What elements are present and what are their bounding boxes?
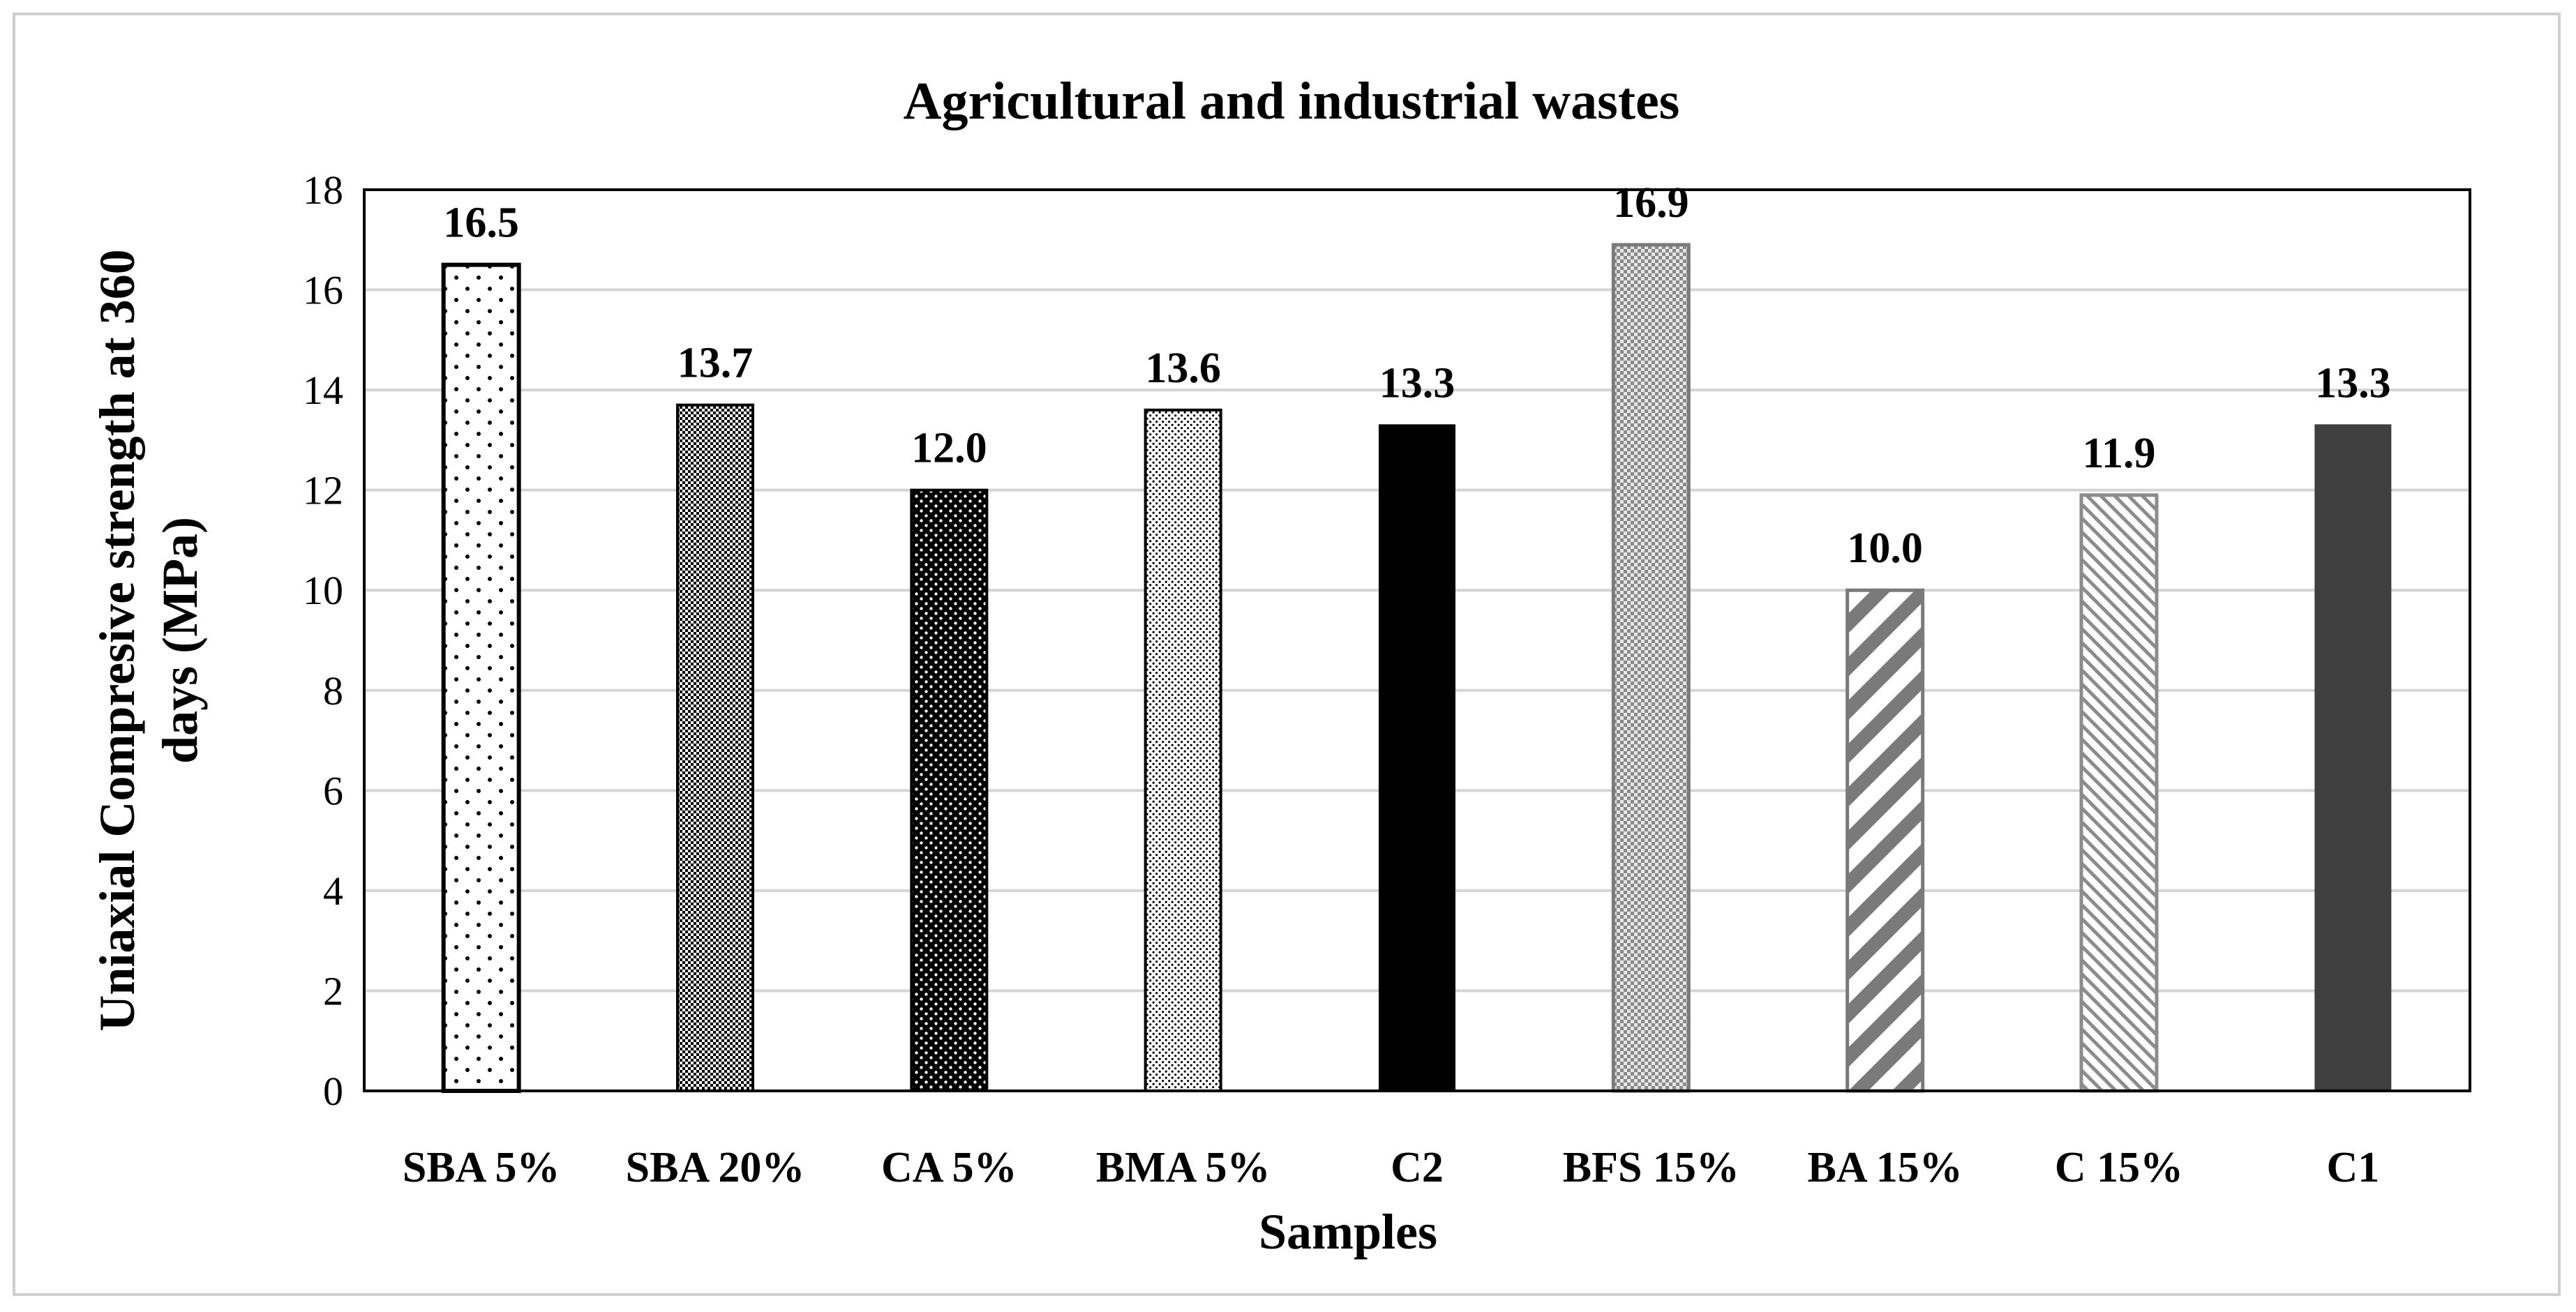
bar-value-label: 12.0 [911, 425, 987, 472]
bar-chart: Agricultural and industrial wastes 0 2 4 6 8… [89, 72, 2471, 1260]
bar-ca-5- [910, 488, 989, 1092]
y-axis-title: Uniaxial Compresive strength at 360 days… [89, 249, 208, 1031]
data-labels: 16.5 13.7 12.0 13.6 13.3 16.9 10.0 11.9 13.3 [443, 179, 2390, 572]
x-axis-categories: SBA 5% SBA 20% CA 5% BMA 5% C2 BFS 15% BA 15% C… [403, 1144, 2379, 1191]
chart-frame: Agricultural and industrial wastes 0 2 4 6 8… [13, 13, 2561, 1296]
bar-value-label: 16.5 [443, 199, 519, 247]
bar-c2 [1379, 424, 1455, 1092]
x-category-label: SBA 5% [403, 1144, 560, 1191]
y-tick-label: 4 [323, 868, 343, 914]
bar-ba-15- [1845, 588, 1925, 1093]
y-tick-label: 0 [323, 1069, 343, 1114]
y-axis-ticks: 0 2 4 6 8 10 12 14 16 18 [303, 167, 343, 1114]
x-category-label: C 15% [2055, 1144, 2183, 1191]
bar-c-15- [2079, 493, 2159, 1093]
bar-bfs-15- [1611, 243, 1691, 1093]
bar-value-label: 13.3 [1379, 359, 1455, 407]
bar-sba-20- [676, 403, 754, 1092]
y-tick-label: 12 [303, 468, 343, 513]
x-category-label: BA 15% [1808, 1144, 1963, 1191]
bar-value-label: 11.9 [2082, 430, 2155, 477]
y-tick-label: 10 [303, 568, 343, 613]
bars [441, 243, 2392, 1094]
x-category-label: SBA 20% [626, 1144, 805, 1191]
x-category-label: BFS 15% [1563, 1144, 1739, 1191]
x-category-label: C1 [2326, 1144, 2379, 1191]
bar-value-label: 10.0 [1847, 525, 1923, 572]
y-tick-label: 8 [323, 668, 343, 714]
x-category-label: C2 [1391, 1144, 1444, 1191]
x-axis-title: Samples [1259, 1204, 1437, 1260]
bar-value-label: 13.7 [677, 340, 754, 387]
bar-value-label: 13.3 [2315, 359, 2391, 407]
y-tick-label: 2 [323, 968, 343, 1013]
y-tick-label: 14 [303, 368, 343, 413]
bar-bma-5- [1144, 408, 1222, 1092]
bar-value-label: 16.9 [1613, 179, 1689, 227]
x-category-label: CA 5% [881, 1144, 1017, 1191]
y-tick-label: 18 [303, 167, 343, 213]
y-tick-label: 6 [323, 768, 343, 813]
bar-sba-5- [441, 262, 521, 1094]
x-category-label: BMA 5% [1096, 1144, 1271, 1191]
bar-value-label: 13.6 [1145, 345, 1221, 392]
chart-title: Agricultural and industrial wastes [904, 72, 1680, 130]
y-tick-label: 16 [303, 268, 343, 313]
y-axis-title-line-1: Uniaxial Compresive strength at 360 [89, 249, 145, 1031]
bar-c1 [2314, 424, 2392, 1092]
y-axis-title-line-2: days (MPa) [152, 517, 208, 764]
plot-area-border [363, 188, 2471, 1092]
